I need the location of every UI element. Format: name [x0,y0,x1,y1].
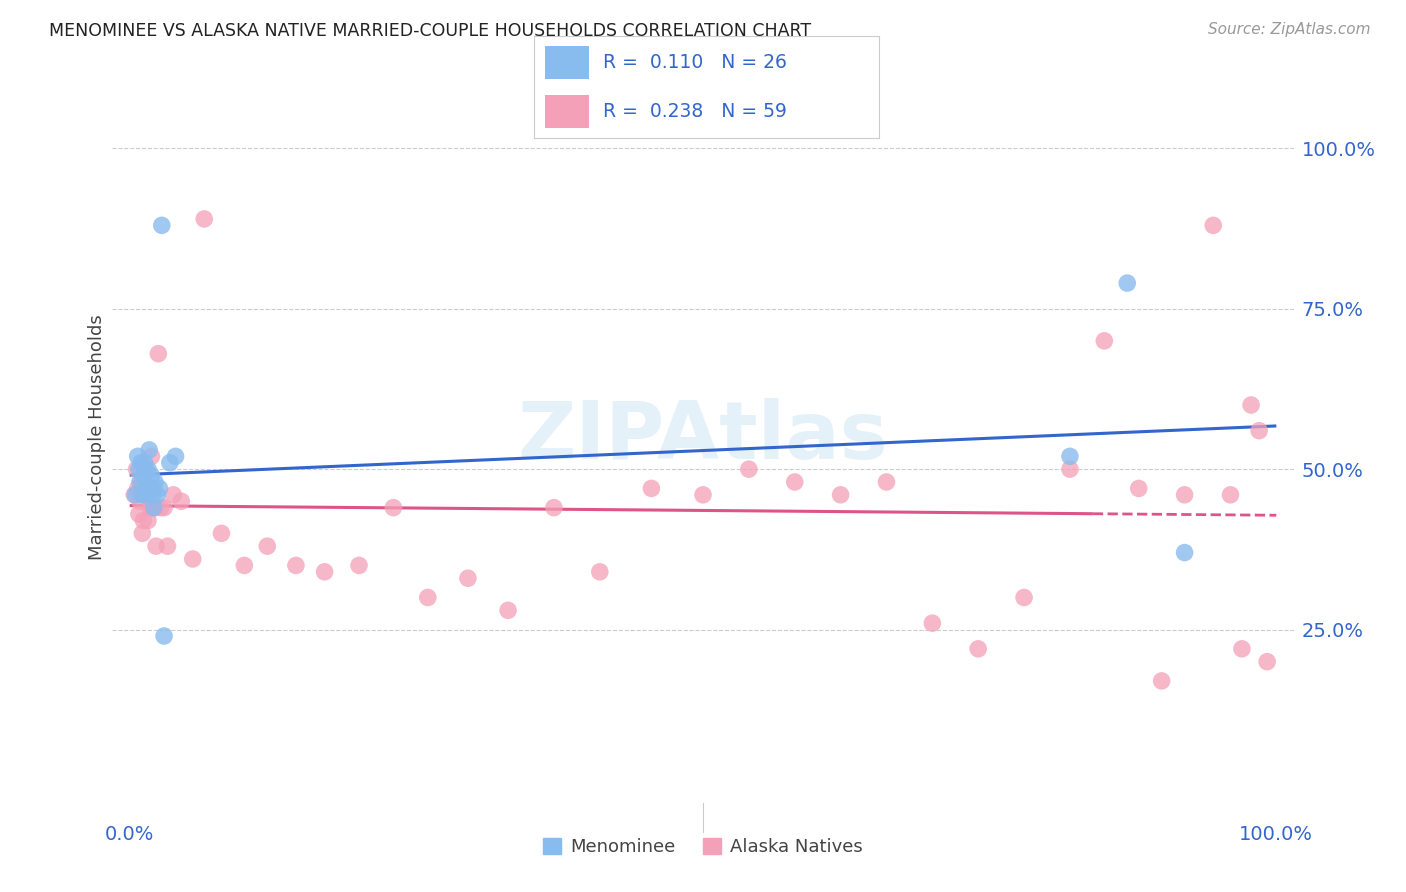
Point [159,456,181,470]
Point [1174,488,1197,502]
Point [496,603,519,617]
Point [382,500,405,515]
Point [143,500,166,515]
Point [347,558,370,573]
Point [135,488,157,502]
Point [148,346,170,360]
Point [122,488,145,502]
Point [129,456,152,470]
Text: MENOMINEE VS ALASKA NATIVE MARRIED-COUPLE HOUSEHOLDS CORRELATION CHART: MENOMINEE VS ALASKA NATIVE MARRIED-COUPL… [49,22,811,40]
Point [129,494,152,508]
Point [132,468,155,483]
Point [125,462,148,476]
Point [127,482,149,496]
Text: ZIPAtlas: ZIPAtlas [517,398,889,476]
Point [135,482,157,496]
Point [134,456,156,470]
Point [145,539,167,553]
Point [284,558,307,573]
Point [149,500,172,515]
Point [1249,424,1271,438]
Point [138,442,160,457]
Point [193,211,215,226]
Point [134,488,156,502]
Point [131,488,153,502]
Point [314,565,336,579]
Text: R =  0.238   N = 59: R = 0.238 N = 59 [603,102,787,121]
Point [128,462,150,476]
Point [543,500,565,515]
Text: R =  0.110   N = 26: R = 0.110 N = 26 [603,53,787,72]
Point [589,565,612,579]
Point [830,488,852,502]
Point [135,488,157,502]
Point [170,494,193,508]
Point [124,488,146,502]
Point [128,507,150,521]
Point [135,462,157,476]
Point [156,539,179,553]
Point [142,500,165,515]
Point [146,488,169,502]
Point [1116,276,1139,290]
Text: 100.0%: 100.0% [1239,825,1313,844]
Point [1012,591,1035,605]
Point [875,475,897,489]
Bar [544,45,589,78]
Point [692,488,714,502]
Point [142,482,165,496]
Point [129,475,152,489]
Point [139,482,162,496]
Point [129,475,152,489]
Point [457,571,479,585]
Point [153,629,176,643]
Point [1219,488,1241,502]
Point [1092,334,1115,348]
Point [967,641,990,656]
Point [1230,641,1253,656]
Point [153,500,176,515]
Point [921,616,943,631]
Point [640,482,662,496]
Point [256,539,278,553]
Point [150,219,173,233]
Point [1174,545,1197,559]
Point [1202,219,1225,233]
Point [1150,673,1173,688]
Point [1059,450,1081,464]
Text: 0.0%: 0.0% [105,825,155,844]
Point [416,591,439,605]
Point [1240,398,1263,412]
Point [1256,655,1278,669]
Point [162,488,184,502]
Point [139,500,162,515]
Point [132,514,155,528]
Point [141,450,163,464]
Point [165,450,187,464]
Point [233,558,256,573]
Point [141,468,163,483]
Point [783,475,806,489]
Point [143,475,166,489]
Text: Source: ZipAtlas.com: Source: ZipAtlas.com [1208,22,1371,37]
Point [209,526,232,541]
Point [148,482,170,496]
Point [138,482,160,496]
Point [136,514,159,528]
Point [1128,482,1150,496]
Point [136,462,159,476]
Y-axis label: Married-couple Households: Married-couple Households [87,314,105,560]
Legend: Menominee, Alaska Natives: Menominee, Alaska Natives [543,838,863,856]
Point [131,526,153,541]
Point [181,552,204,566]
Point [1059,462,1081,476]
Point [142,500,165,515]
Bar [544,95,589,128]
Point [142,488,165,502]
Point [127,450,149,464]
Point [738,462,761,476]
